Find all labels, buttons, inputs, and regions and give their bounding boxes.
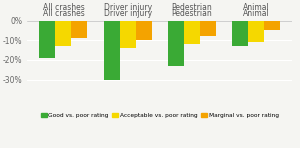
Bar [39,21,56,58]
Bar [56,21,71,46]
Bar [71,21,88,38]
Bar [120,21,136,48]
Legend: Good vs. poor rating, Acceptable vs. poor rating, Marginal vs. poor rating: Good vs. poor rating, Acceptable vs. poo… [39,110,281,120]
Bar [103,21,120,80]
Bar [168,21,184,66]
Text: Animal: Animal [243,9,269,18]
Bar [264,21,280,30]
Bar [248,21,264,42]
Bar [200,21,216,36]
Bar [232,21,248,46]
Text: Driver injury: Driver injury [103,9,152,18]
Bar [136,21,152,40]
Text: All crashes: All crashes [43,9,84,18]
Text: Pedestrian: Pedestrian [172,9,212,18]
Bar [184,21,200,44]
